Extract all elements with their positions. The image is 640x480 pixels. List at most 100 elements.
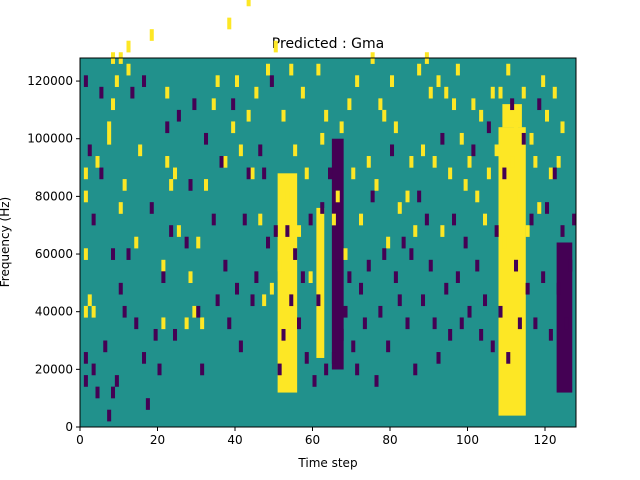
heatmap-cell-low [111,386,116,399]
heatmap-cell-low [118,282,123,295]
heatmap-cell-high [413,225,418,237]
chart-title: Predicted : Gma [272,36,384,52]
heatmap-cell-low [304,352,309,364]
heatmap-cell-high [386,236,391,249]
y-tick-label: 0 [65,420,73,434]
heatmap-cell-high [479,109,484,122]
heatmap-cell-high [250,167,255,180]
heatmap-cell-low [142,352,147,364]
heatmap-cell-low [386,340,391,353]
heatmap-cell-low [537,98,542,111]
heatmap-cell-high [211,98,216,111]
heatmap-cell-low [490,340,495,353]
x-axis: 0 20 40 60 80 100 120 [76,427,556,447]
heatmap-cell-low [405,317,410,330]
y-axis: 0 20000 40000 60000 80000 100000 120000 [27,74,80,434]
heatmap-cell-high [335,190,340,203]
plot-frame [79,57,577,428]
heatmap-cell-low [99,167,104,180]
heatmap-cell-low [130,86,135,99]
heatmap-cell-low [355,363,360,376]
heatmap-cell-low [521,132,526,145]
heatmap-cell-high [417,63,422,76]
heatmap-cell-high [452,98,457,111]
heatmap-cell-high [393,121,398,134]
heatmap-cell-high [285,190,290,203]
heatmap-band-low [331,138,344,370]
heatmap-cell-low [324,363,329,376]
heatmap-cell-high [204,179,209,191]
heatmap-cell-low [382,248,387,260]
heatmap-cell-high [161,317,166,330]
heatmap-cell-high [355,75,360,87]
heatmap-cell-low [293,248,298,260]
heatmap-cell-low [107,409,112,422]
heatmap-cell-high [215,75,220,87]
heatmap-cell-low [235,282,240,295]
heatmap-cell-low [471,144,476,157]
heatmap-cell-low [169,225,174,237]
heatmap-cell-high [533,156,538,168]
heatmap-cell-low [277,363,282,376]
heatmap-cell-low [335,259,340,272]
heatmap-cell-high [122,179,127,191]
heatmap-cell-high [331,213,336,226]
heatmap-cell-high [366,156,371,168]
heatmap-cell-low [266,236,271,249]
x-tick-label: 40 [227,433,242,447]
heatmap-cell-high [521,86,526,99]
heatmap-cell-low [91,213,96,226]
heatmap-cell-high [339,121,344,134]
heatmap-cell-high [351,167,356,180]
x-tick-label: 60 [305,433,320,447]
heatmap-cell-high [448,167,453,180]
heatmap-cell-low [556,282,561,295]
heatmap-cell-low [83,375,88,387]
heatmap-cell-high [548,167,553,180]
heatmap-cell-high [149,29,154,41]
heatmap-cell-low [316,294,321,307]
heatmap-cell-high [266,63,271,76]
heatmap-cell-low [339,328,344,341]
heatmap-cell-low [145,398,150,410]
heatmap-cell-high [277,259,282,272]
x-tick-label: 100 [456,433,479,447]
heatmap-cell-low [455,271,460,284]
heatmap-cell-high [184,317,189,330]
heatmap-cell-low [297,317,302,330]
heatmap-cell-high [405,190,410,203]
heatmap-cell-high [440,225,445,237]
heatmap-cell-high [169,179,174,191]
heatmap-cell-low [184,236,189,249]
heatmap-cell-low [506,352,511,364]
heatmap-cell-low [397,294,402,307]
heatmap-cell-low [204,132,209,145]
heatmap-cell-low [424,213,429,226]
heatmap-cell-low [343,305,348,318]
heatmap-cell-high [409,156,414,168]
heatmap-cell-low [328,167,333,180]
heatmap-cell-low [250,294,255,307]
heatmap-cell-low [421,294,426,307]
heatmap-cell-low [219,156,224,168]
heatmap-cell-high [262,294,267,307]
heatmap-cell-low [514,259,519,272]
heatmap-cell-low [502,167,507,180]
heatmap-cell-low [289,294,294,307]
heatmap-cell-low [510,98,515,111]
heatmap-cell-high [289,63,294,76]
heatmap-cell-low [254,271,259,284]
heatmap-cell-low [552,167,557,180]
heatmap-cell-low [483,294,488,307]
heatmap-cell-low [548,328,553,341]
heatmap-cell-high [111,98,116,111]
heatmap-cell-high [525,225,530,237]
heatmap-cell-low [378,305,383,318]
heatmap-cell-low [87,144,92,157]
y-tick-label: 40000 [35,305,73,319]
heatmap-cell-low [463,236,468,249]
heatmap-cell-high [281,109,286,122]
heatmap-cell-high [269,282,274,295]
heatmap-cell-high [541,75,546,87]
heatmap-cell-high [118,202,123,214]
